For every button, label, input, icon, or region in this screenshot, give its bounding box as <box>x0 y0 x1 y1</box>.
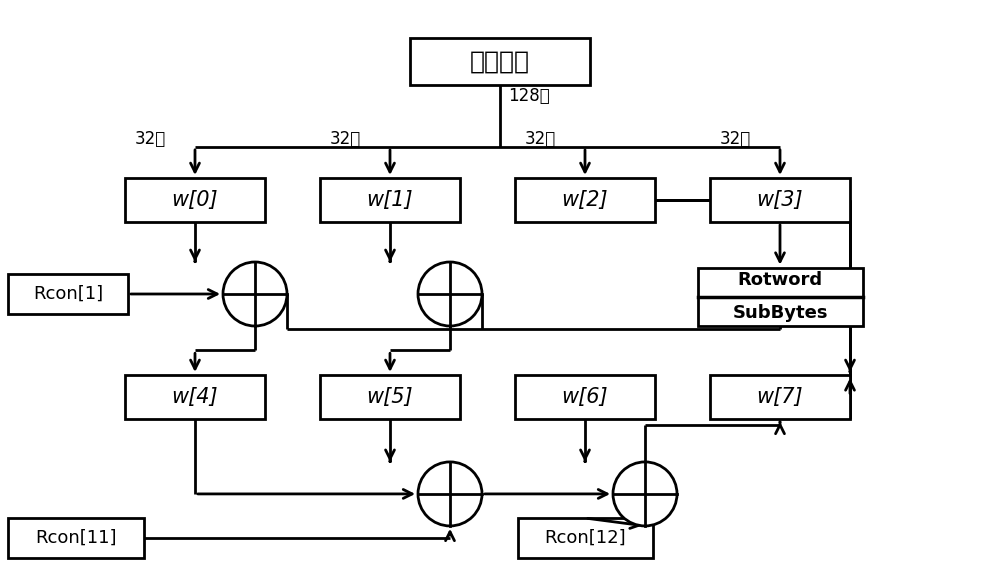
FancyBboxPatch shape <box>518 518 652 558</box>
FancyBboxPatch shape <box>125 375 265 419</box>
FancyBboxPatch shape <box>125 178 265 222</box>
Text: w[1]: w[1] <box>367 190 413 210</box>
FancyBboxPatch shape <box>320 178 460 222</box>
FancyBboxPatch shape <box>698 268 862 326</box>
Text: Rcon[12]: Rcon[12] <box>544 529 626 547</box>
Ellipse shape <box>418 462 482 526</box>
Text: w[6]: w[6] <box>562 387 608 407</box>
Text: Rotword: Rotword <box>737 272 823 289</box>
Ellipse shape <box>418 262 482 326</box>
FancyBboxPatch shape <box>515 178 655 222</box>
FancyBboxPatch shape <box>320 375 460 419</box>
Text: Rcon[1]: Rcon[1] <box>33 285 103 303</box>
Text: w[7]: w[7] <box>757 387 803 407</box>
FancyBboxPatch shape <box>710 375 850 419</box>
FancyBboxPatch shape <box>515 375 655 419</box>
Text: w[5]: w[5] <box>367 387 413 407</box>
FancyBboxPatch shape <box>710 178 850 222</box>
Text: w[4]: w[4] <box>172 387 218 407</box>
Text: 32位: 32位 <box>720 129 751 148</box>
FancyBboxPatch shape <box>8 274 128 314</box>
Text: 128位: 128位 <box>508 86 550 105</box>
Ellipse shape <box>223 262 287 326</box>
Text: Rcon[11]: Rcon[11] <box>35 529 117 547</box>
FancyBboxPatch shape <box>410 38 590 85</box>
Text: 32位: 32位 <box>135 129 166 148</box>
Text: 32位: 32位 <box>330 129 361 148</box>
Text: SubBytes: SubBytes <box>732 305 828 322</box>
Text: 初始密鑰: 初始密鑰 <box>470 50 530 74</box>
Text: w[2]: w[2] <box>562 190 608 210</box>
Text: w[3]: w[3] <box>757 190 803 210</box>
Text: 32位: 32位 <box>525 129 556 148</box>
Ellipse shape <box>613 462 677 526</box>
FancyBboxPatch shape <box>8 518 144 558</box>
Text: w[0]: w[0] <box>172 190 218 210</box>
